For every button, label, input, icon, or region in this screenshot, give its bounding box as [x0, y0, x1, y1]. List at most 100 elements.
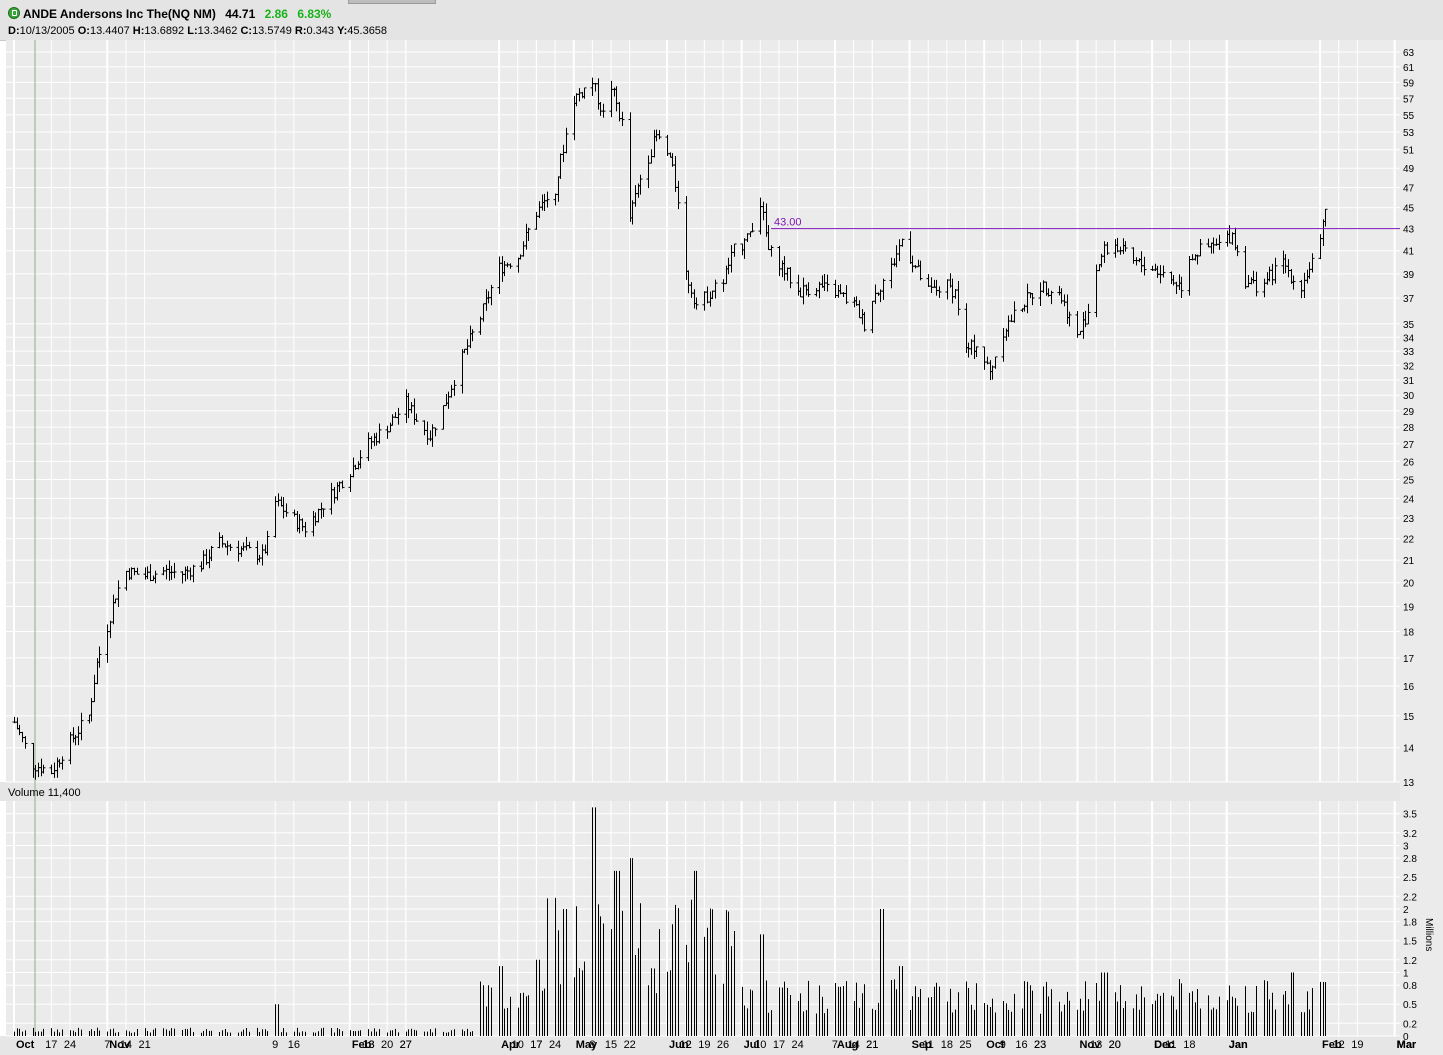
y-tick-label: 27 [1403, 440, 1415, 451]
open-label: O: [77, 25, 90, 37]
x-tick-label: 26 [717, 1039, 729, 1051]
y-tick-label: 57 [1403, 94, 1415, 105]
x-tick-label: 23 [1034, 1039, 1046, 1051]
x-tick-label: 25 [959, 1039, 971, 1051]
x-tick-label: 14 [847, 1039, 859, 1051]
x-tick-label: Mar [1397, 1039, 1417, 1051]
x-tick-label: 16 [288, 1039, 300, 1051]
y-tick-label: 19 [1403, 602, 1415, 613]
x-tick-label: 24 [791, 1039, 803, 1051]
y-tick-label: 34 [1403, 333, 1415, 344]
y-label: Y: [337, 25, 348, 37]
y-tick-label: 13 [1403, 778, 1415, 789]
panel-separator [0, 782, 1443, 801]
x-tick-label: 12 [1333, 1039, 1345, 1051]
x-tick-label: 8 [589, 1039, 595, 1051]
x-tick-label: Feb [1322, 1039, 1342, 1051]
y-axis-strip [1400, 40, 1443, 1055]
volume-tick-label: 0.2 [1403, 1019, 1417, 1030]
x-tick-label: 17 [45, 1039, 57, 1051]
volume-tick-label: 1 [1403, 968, 1409, 979]
x-tick-label: Apr [501, 1039, 521, 1051]
volume-tick-label: 1.8 [1403, 918, 1417, 929]
y-tick-label: 17 [1403, 654, 1415, 665]
lock-icon[interactable] [8, 7, 20, 19]
x-tick-label: Oct [16, 1039, 35, 1051]
x-tick-label: 10 [754, 1039, 766, 1051]
x-tick-label: Feb [352, 1039, 372, 1051]
x-tick-label: May [576, 1039, 598, 1051]
y-tick-label: 45 [1403, 204, 1415, 215]
volume-tick-label: 3.2 [1403, 829, 1417, 840]
x-tick-label: Nov [109, 1039, 131, 1051]
x-tick-label: Sep [912, 1039, 932, 1051]
y-tick-label: 47 [1403, 184, 1415, 195]
x-tick-label: 21 [866, 1039, 878, 1051]
y-tick-label: 53 [1403, 128, 1415, 139]
x-tick-label: Oct [986, 1039, 1005, 1051]
quote-header: ANDE Andersons Inc The(NQ NM) 44.71 2.86… [0, 0, 1443, 41]
x-tick-label: 17 [530, 1039, 542, 1051]
x-tick-label: 27 [400, 1039, 412, 1051]
symbol-name: ANDE Andersons Inc The(NQ NM) [23, 7, 216, 21]
y-tick-label: 39 [1403, 270, 1415, 281]
y-tick-label: 29 [1403, 407, 1415, 418]
x-tick-label: Jan [1229, 1039, 1248, 1051]
x-tick-label: Jan [1229, 1039, 1248, 1051]
low-label: L: [187, 25, 198, 37]
last-price: 44.71 [225, 7, 256, 21]
volume-tick-label: 2 [1403, 905, 1409, 916]
x-tick-label: 20 [1109, 1039, 1121, 1051]
y-tick-label: 18 [1403, 627, 1415, 638]
x-tick-label: 12 [680, 1039, 692, 1051]
y-tick-label: 24 [1403, 494, 1415, 505]
x-tick-label: 19 [698, 1039, 710, 1051]
x-tick-label: 16 [1015, 1039, 1027, 1051]
x-tick-label: 14 [120, 1039, 132, 1051]
y-tick-label: 20 [1403, 579, 1415, 590]
date-label: D: [8, 25, 20, 37]
x-tick-label: 12 [680, 1039, 692, 1051]
price-change: 2.86 [264, 7, 288, 21]
y-tick-label: 15 [1403, 712, 1415, 723]
x-tick-label: 9 [272, 1039, 278, 1051]
y-tick-label: 51 [1403, 146, 1415, 157]
range-value: 0.343 [306, 25, 335, 37]
x-tick-label: 10 [512, 1039, 524, 1051]
x-tick-label: 11 [923, 1039, 934, 1051]
close-label: C: [240, 25, 253, 37]
y-tick-label: 61 [1403, 63, 1415, 74]
y-tick-label: 22 [1403, 535, 1415, 546]
x-tick-label: 13 [1090, 1039, 1102, 1051]
x-tick-label: 18 [941, 1039, 953, 1051]
y-tick-label: 59 [1403, 78, 1415, 89]
x-tick-label: 13 [362, 1039, 374, 1051]
volume-tick-label: 0.5 [1403, 1000, 1417, 1011]
open-value: 13.4407 [89, 25, 130, 37]
x-tick-label: 17 [530, 1039, 542, 1051]
y-tick-label: 14 [1403, 744, 1415, 755]
x-tick-label: 21 [866, 1039, 878, 1051]
x-tick-label: 9 [1000, 1039, 1006, 1051]
ohlc-readout: D:10/13/2005 O:13.4407 H:13.6892 L:13.34… [8, 25, 387, 37]
x-tick-label: 13 [362, 1039, 374, 1051]
y-tick-label: 43 [1403, 225, 1415, 236]
x-tick-label: 18 [1183, 1039, 1195, 1051]
volume-tick-label: 1.5 [1403, 937, 1417, 948]
y-tick-label: 21 [1403, 556, 1415, 567]
quote-line: ANDE Andersons Inc The(NQ NM) 44.71 2.86… [8, 7, 331, 21]
volume-tick-label: 0 [1403, 1032, 1409, 1043]
x-tick-label: 11 [1165, 1039, 1176, 1051]
volume-tick-label: 3 [1403, 841, 1409, 852]
close-value: 13.5749 [252, 25, 292, 37]
x-tick-label: 20 [381, 1039, 393, 1051]
high-label: H: [132, 25, 145, 37]
y-tick-label: 33 [1403, 347, 1415, 358]
low-value: 13.3462 [197, 25, 238, 37]
x-tick-label: Nov [1079, 1039, 1101, 1051]
tab-handle[interactable] [348, 0, 436, 4]
volume-tick-label: 3.5 [1403, 810, 1417, 821]
x-tick-label: 24 [549, 1039, 561, 1051]
y-tick-label: 25 [1403, 476, 1415, 487]
